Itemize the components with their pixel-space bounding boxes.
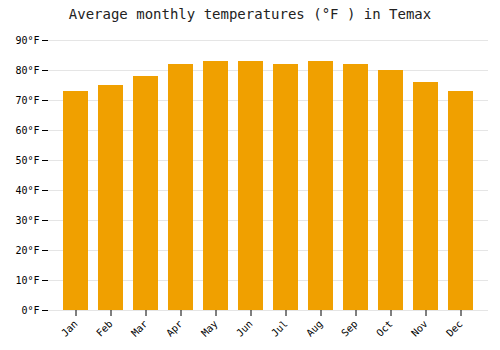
svg-text:0°F: 0°F	[21, 305, 39, 316]
html-text:Average monthly temperatures (: Average monthly temperatures (°F ) in Te…	[68, 6, 432, 22]
svg-text:70°F: 70°F	[15, 95, 39, 106]
svg-text:Sep: Sep	[339, 318, 360, 339]
svg-text:50°F: 50°F	[15, 155, 39, 166]
svg-text:Apr: Apr	[164, 318, 185, 339]
svg-text:90°F: 90°F	[15, 35, 39, 46]
svg-text:Nov: Nov	[409, 318, 430, 339]
svg-text:Feb: Feb	[94, 318, 115, 339]
svg-text:60°F: 60°F	[15, 125, 39, 136]
svg-text:Jul: Jul	[269, 318, 290, 339]
svg-text:Jan: Jan	[59, 318, 80, 339]
svg-text:80°F: 80°F	[15, 65, 39, 76]
svg-text:Jun: Jun	[234, 318, 255, 339]
svg-text:Oct: Oct	[374, 318, 395, 339]
svg-text:40°F: 40°F	[15, 185, 39, 196]
svg-text:Dec: Dec	[444, 318, 465, 339]
svg-text:20°F: 20°F	[15, 245, 39, 256]
svg-text:10°F: 10°F	[15, 275, 39, 286]
svg-text:30°F: 30°F	[15, 215, 39, 226]
svg-text:May: May	[199, 318, 220, 339]
svg-text:Mar: Mar	[129, 318, 150, 339]
svg-text:Aug: Aug	[304, 318, 325, 339]
